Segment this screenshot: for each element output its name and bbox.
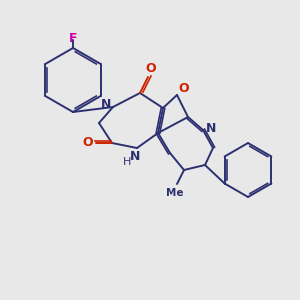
Text: O: O [146,62,156,76]
Text: Me: Me [166,188,184,198]
Text: N: N [130,149,140,163]
Text: O: O [83,136,93,149]
Text: H: H [123,157,131,167]
Text: N: N [206,122,216,134]
Text: F: F [69,32,77,44]
Text: N: N [101,98,111,110]
Text: O: O [179,82,189,95]
